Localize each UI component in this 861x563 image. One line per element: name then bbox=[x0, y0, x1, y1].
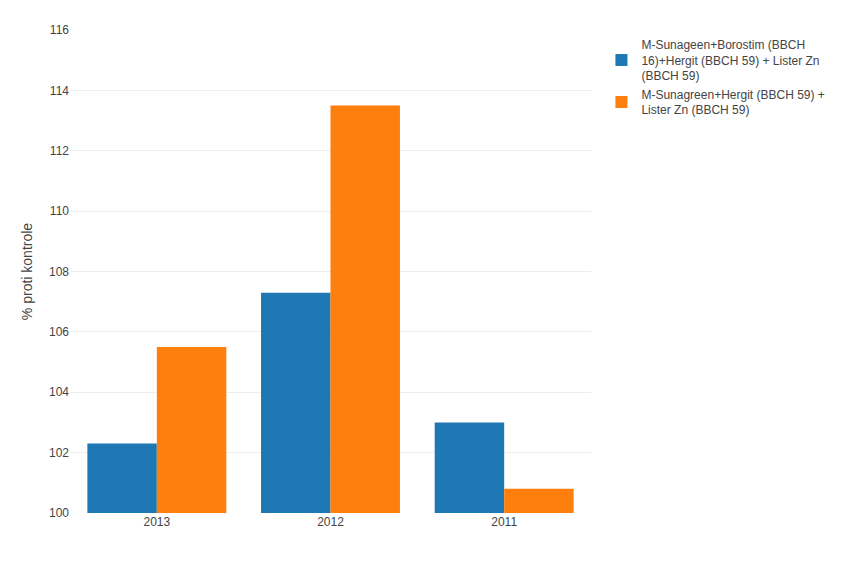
svg-text:102: 102 bbox=[49, 446, 69, 460]
svg-text:114: 114 bbox=[50, 84, 69, 98]
svg-text:112: 112 bbox=[50, 144, 69, 158]
svg-text:2013: 2013 bbox=[143, 515, 170, 529]
svg-text:2011: 2011 bbox=[491, 515, 517, 529]
svg-text:% proti kontrole: % proti kontrole bbox=[19, 223, 35, 320]
svg-text:100: 100 bbox=[49, 506, 69, 520]
svg-text:104: 104 bbox=[49, 385, 69, 399]
svg-text:116: 116 bbox=[50, 23, 69, 37]
svg-text:106: 106 bbox=[49, 325, 69, 339]
svg-text:2012: 2012 bbox=[317, 515, 344, 529]
svg-text:108: 108 bbox=[49, 265, 69, 279]
svg-text:M-Sunageen+Borostim (BBCH16)+H: M-Sunageen+Borostim (BBCH16)+Hergit (BBC… bbox=[641, 38, 819, 83]
svg-text:M-Sunagreen+Hergit (BBCH 59) +: M-Sunagreen+Hergit (BBCH 59) +Lister Zn … bbox=[641, 88, 824, 118]
svg-text:110: 110 bbox=[50, 204, 69, 218]
